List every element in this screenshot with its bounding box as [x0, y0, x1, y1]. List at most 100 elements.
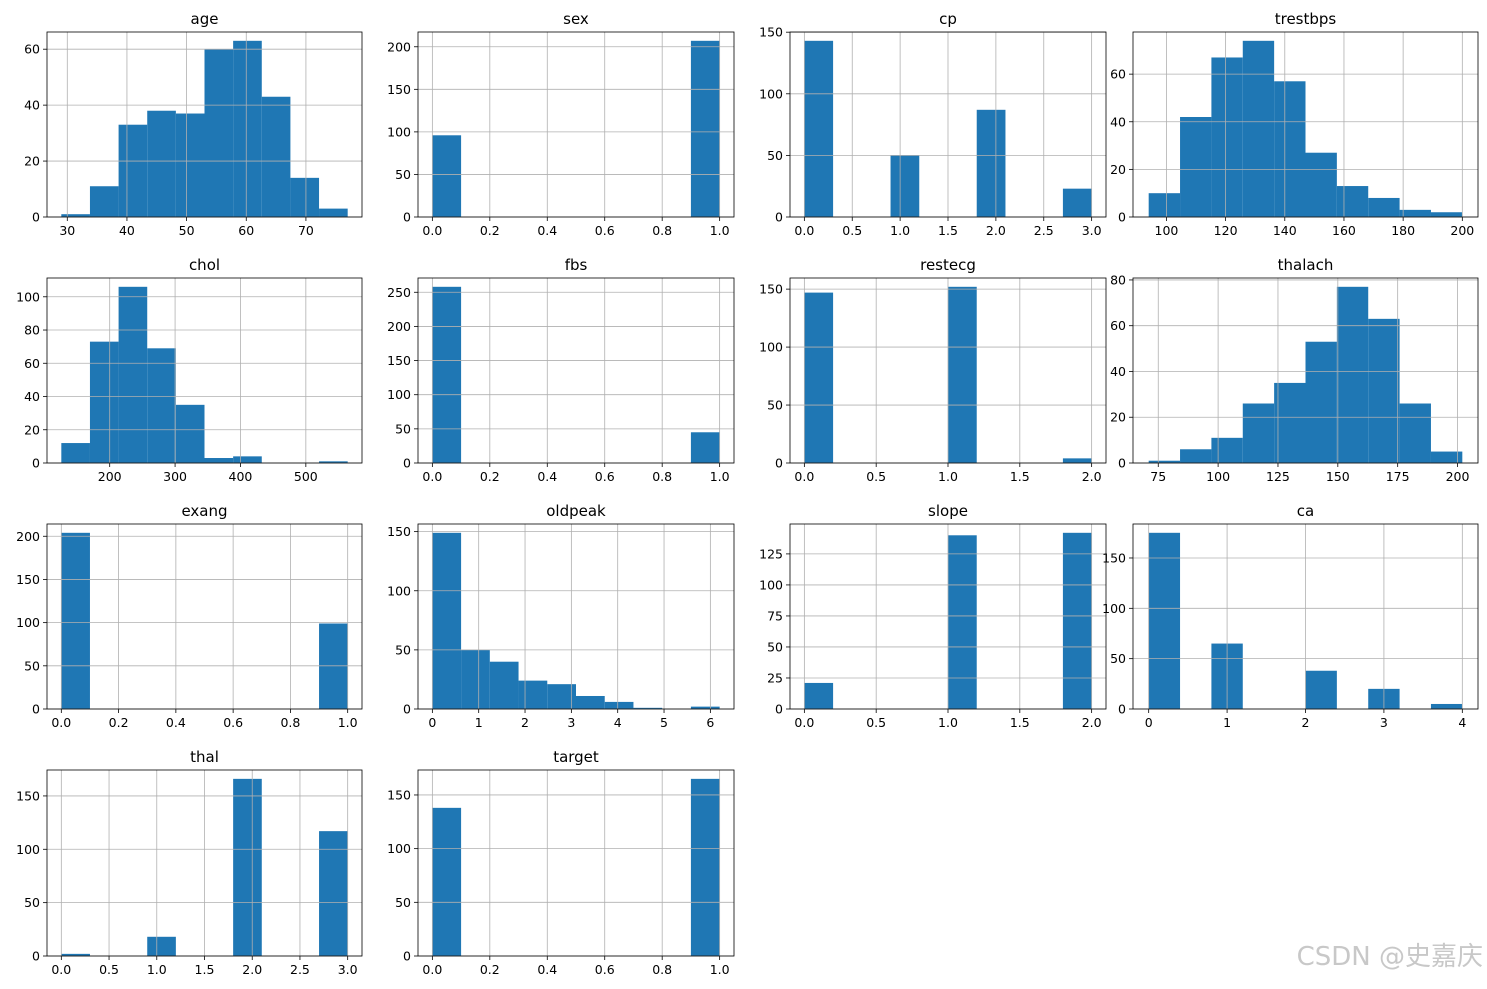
x-tick-label: 0.0 — [422, 469, 442, 484]
x-tick-label: 0.0 — [51, 715, 71, 730]
y-tick-label: 150 — [387, 524, 411, 539]
y-tick-label: 125 — [759, 546, 783, 561]
bar — [1242, 40, 1275, 217]
subplot-title: target — [553, 748, 599, 766]
bar — [233, 40, 262, 217]
bar — [690, 706, 720, 709]
subplot-title: trestbps — [1275, 10, 1337, 28]
y-tick-label: 150 — [759, 282, 783, 297]
bar — [432, 286, 462, 463]
y-tick-label: 0 — [1118, 702, 1126, 717]
y-tick-label: 50 — [395, 895, 411, 910]
bar — [1148, 460, 1181, 463]
y-tick-label: 200 — [387, 39, 411, 54]
y-tick-label: 60 — [1110, 318, 1126, 333]
bar — [633, 707, 663, 709]
axes-frame — [417, 31, 735, 218]
y-tick-label: 20 — [1110, 410, 1126, 425]
x-tick-label: 60 — [238, 223, 254, 238]
bar — [89, 186, 119, 217]
subplot: 0.0 0.5 1.0 1.5 2.0 0 50 100 150 restecg — [759, 256, 1107, 484]
x-tick-label: 1.0 — [938, 469, 958, 484]
x-tick-label: 120 — [1214, 223, 1238, 238]
subplot-title: exang — [181, 502, 227, 520]
x-tick-label: 0.5 — [866, 715, 886, 730]
x-tick-label: 75 — [1150, 469, 1166, 484]
y-tick-label: 100 — [387, 124, 411, 139]
bar — [175, 404, 205, 463]
x-tick-label: 3 — [567, 715, 575, 730]
x-tick-label: 40 — [119, 223, 135, 238]
bar — [147, 110, 176, 217]
y-tick-label: 100 — [759, 577, 783, 592]
x-tick-label: 0.8 — [652, 962, 672, 977]
y-tick-label: 150 — [387, 787, 411, 802]
subplot-title: ca — [1297, 502, 1314, 520]
y-tick-label: 0 — [775, 702, 783, 717]
axes-frame — [46, 277, 363, 464]
subplot-title: restecg — [920, 256, 976, 274]
y-tick-label: 20 — [24, 154, 40, 169]
x-tick-label: 2.5 — [1034, 223, 1054, 238]
axes-frame — [417, 523, 735, 710]
x-tick-label: 0.2 — [480, 962, 500, 977]
x-tick-label: 0.6 — [595, 223, 615, 238]
subplot: 0.0 0.5 1.0 1.5 2.0 2.5 3.0 0 50 100 150 cp — [759, 10, 1107, 238]
x-tick-label: 125 — [1266, 469, 1290, 484]
axes-frame — [417, 277, 735, 464]
bar — [1368, 318, 1400, 463]
axes-frame — [46, 31, 363, 218]
x-tick-label: 1.5 — [1010, 469, 1030, 484]
bar — [89, 341, 119, 463]
x-tick-label: 1.0 — [338, 715, 358, 730]
y-tick-label: 50 — [24, 895, 40, 910]
y-tick-label: 150 — [16, 788, 40, 803]
bar — [1399, 403, 1431, 463]
y-tick-label: 40 — [24, 389, 40, 404]
y-tick-label: 0 — [32, 949, 40, 964]
bar — [948, 535, 977, 709]
subplot-title: cp — [939, 10, 957, 28]
x-tick-label: 0.5 — [866, 469, 886, 484]
subplot: 0.0 0.2 0.4 0.6 0.8 1.0 0 50 100 150 200 sex — [387, 10, 735, 238]
subplot-title: thal — [190, 748, 219, 766]
bar — [61, 532, 90, 709]
bar — [319, 461, 348, 463]
x-tick-label: 2.0 — [986, 223, 1006, 238]
x-tick-label: 2.0 — [242, 962, 262, 977]
y-tick-label: 60 — [24, 356, 40, 371]
y-tick-label: 0 — [32, 210, 40, 225]
x-tick-label: 0.0 — [422, 223, 442, 238]
y-tick-label: 0 — [1118, 210, 1126, 225]
bar — [1305, 670, 1337, 709]
y-tick-label: 250 — [387, 285, 411, 300]
y-tick-label: 100 — [759, 86, 783, 101]
bar — [1211, 437, 1243, 463]
x-tick-label: 3 — [1380, 715, 1388, 730]
y-tick-label: 0 — [32, 702, 40, 717]
subplot: 100 120 140 160 180 200 0 20 40 60 trestbps — [1110, 10, 1479, 238]
subplot: 75 100 125 150 175 200 0 20 40 60 80 thalach — [1110, 256, 1479, 484]
subplot: 200 300 400 500 0 20 40 60 80 100 chol — [16, 256, 363, 484]
y-tick-label: 0 — [32, 456, 40, 471]
bar — [1336, 186, 1369, 217]
x-tick-label: 0.8 — [652, 469, 672, 484]
bar — [147, 936, 176, 956]
y-tick-label: 200 — [387, 319, 411, 334]
y-tick-label: 80 — [1110, 272, 1126, 287]
x-tick-label: 2 — [1302, 715, 1310, 730]
x-tick-label: 0 — [1145, 715, 1153, 730]
bar — [1242, 403, 1275, 463]
x-tick-label: 1.0 — [890, 223, 910, 238]
axes-frame — [46, 523, 363, 710]
x-tick-label: 4 — [614, 715, 622, 730]
bar — [489, 661, 519, 709]
bar — [319, 831, 348, 956]
subplot: 0 1 2 3 4 0 50 100 150 ca — [1102, 502, 1479, 730]
y-tick-label: 50 — [395, 642, 411, 657]
subplot-title: sex — [563, 10, 589, 28]
x-tick-label: 0.2 — [480, 469, 500, 484]
x-tick-label: 160 — [1332, 223, 1356, 238]
x-tick-label: 1.0 — [710, 469, 730, 484]
bar — [1274, 382, 1306, 463]
